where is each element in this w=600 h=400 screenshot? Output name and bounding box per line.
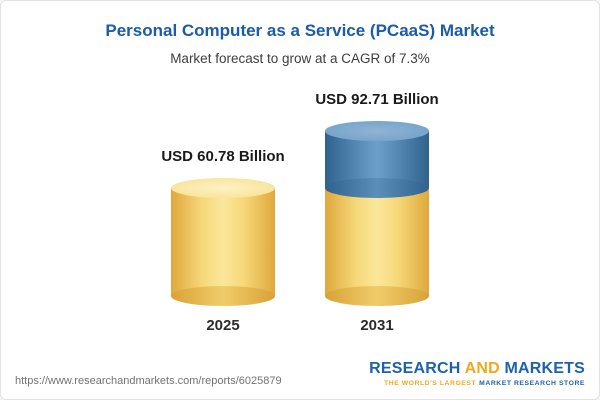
bar-group-2025: USD 60.78 Billion 2025 [150,148,296,334]
chart-subtitle: Market forecast to grow at a CAGR of 7.3… [170,51,430,66]
cylinder-top-ellipse [325,120,429,141]
logo-word-research: RESEARCH [369,359,461,377]
cylinder-bottom-ellipse [325,285,429,306]
cylinder-junction-ellipse [325,177,429,198]
category-label-2025: 2025 [206,316,240,334]
logo-word-and: AND [464,359,500,377]
value-label-2025: USD 60.78 Billion [161,147,285,165]
logo-word-markets: MARKETS [504,359,585,377]
footer: https://www.researchandmarkets.com/repor… [1,360,599,399]
logo-wordmark: RESEARCH AND MARKETS [369,360,585,378]
bar-group-2031: USD 92.71 Billion 2031 [304,91,450,334]
cylinder-2025 [171,177,275,306]
logo-tagline-left: THE WORLD'S LARGEST [384,379,477,387]
chart-title: Personal Computer as a Service (PCaaS) M… [105,21,495,40]
cylinder-chart: USD 60.78 Billion 2025 USD 92.71 Billion… [1,66,599,360]
source-url: https://www.researchandmarkets.com/repor… [15,375,282,387]
research-and-markets-logo: RESEARCH AND MARKETS THE WORLD'S LARGEST… [369,360,585,387]
cylinder-bottom-ellipse [171,285,275,306]
cylinder-top-ellipse [171,177,275,198]
category-label-2031: 2031 [360,316,394,334]
cylinder-body-base [171,187,275,296]
logo-tagline: THE WORLD'S LARGEST MARKET RESEARCH STORE [369,380,585,387]
cylinder-2031 [325,120,429,306]
logo-tagline-right: MARKET RESEARCH STORE [479,379,585,387]
chart-header: Personal Computer as a Service (PCaaS) M… [1,1,599,66]
value-label-2031: USD 92.71 Billion [315,90,439,108]
